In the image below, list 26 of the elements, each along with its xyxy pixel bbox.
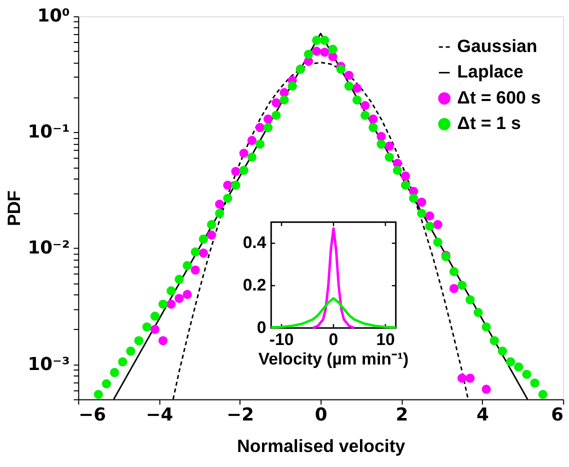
x-tick-label: −6 [78,404,106,426]
x-tick-label: −4 [146,404,174,426]
legend-label: Laplace [457,62,524,82]
legend-label: Gaussian [457,36,538,56]
x-tick-label: 0 [314,404,328,426]
y-tick-label: 0.4 [242,233,267,252]
x-tick-label: 6 [551,404,564,426]
x-tick-label: 10 [376,330,395,349]
y-tick-label: 0.2 [242,276,266,295]
y-axis-title: PDF [4,190,24,226]
x-tick-label: -10 [269,330,294,349]
x-tick-label: 2 [396,404,408,426]
x-axis-title: Normalised velocity [237,436,406,456]
x-tick-label: −2 [226,404,254,426]
x-tick-label: 4 [476,404,489,426]
y-tick-label: 10⁻¹ [28,122,70,143]
y-tick-label: 10⁻³ [28,354,70,375]
x-axis-title: Velocity (µm min⁻¹) [258,350,409,369]
y-tick-label: 0 [256,318,266,337]
legend-label: Δt = 600 s [457,87,541,108]
legend-label: Δt = 1 s [457,113,522,134]
line-series [311,227,356,330]
y-tick-label: 10⁰ [37,6,70,27]
y-tick-label: 10⁻² [28,238,70,259]
line-series [270,297,398,329]
x-tick-label: 0 [328,330,338,349]
